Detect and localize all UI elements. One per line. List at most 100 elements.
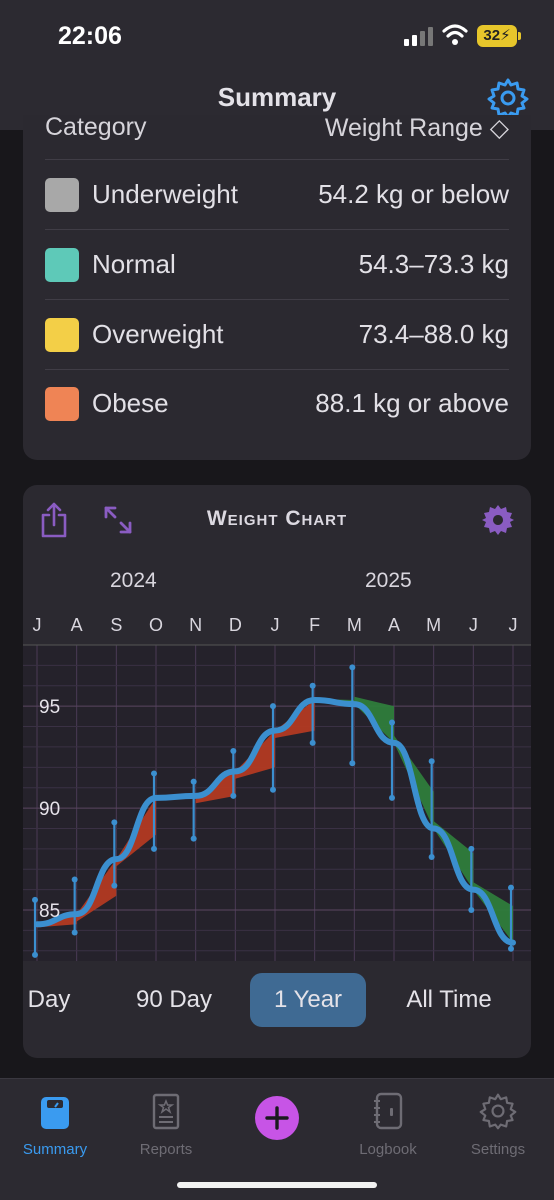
month-label: M [426,615,441,635]
tab-label: Logbook [359,1141,417,1158]
range-high-dot [389,719,395,726]
weight-range-value: 54.2 kg or below [318,179,509,209]
bmi-table-header: Category Weight Range ◇ [45,115,509,160]
range-button-day[interactable]: Day [27,986,71,1013]
range-low-dot [349,760,356,767]
range-low-dot [309,739,316,746]
expand-icon[interactable] [101,503,135,537]
bmi-row-overweight: Overweight 73.4–88.0 kg [45,300,509,370]
normal-color-swatch [45,248,79,282]
month-label: J [33,615,42,635]
range-low-dot [468,907,475,914]
range-high-dot [190,778,197,785]
weight-range-value: 88.1 kg or above [315,388,509,418]
wifi-icon [442,24,468,45]
tab-label: Summary [22,1141,88,1158]
bmi-row-underweight: Underweight 54.2 kg or below [45,160,509,230]
underweight-color-swatch [45,178,79,212]
range-low-dot [508,945,514,952]
weight-range-value: 54.3–73.3 kg [358,249,509,279]
overweight-color-swatch [45,318,79,352]
status-time: 22:06 [58,22,122,50]
scale-icon [35,1091,75,1131]
gear-icon [478,1091,518,1131]
cellular-signal-icon [404,27,433,46]
range-low-dot [71,929,78,936]
month-label: D [229,615,242,635]
range-high-dot [309,682,316,689]
tab-settings[interactable]: Settings [443,1091,553,1158]
range-low-dot [389,794,395,801]
weight-trend-chart[interactable]: 95 90 85 J A S O N D J F M A M J J [23,603,531,963]
month-label: O [149,615,163,635]
battery-level: 32 [483,27,501,44]
battery-icon: 32⚡ [477,25,521,47]
logbook-icon [368,1091,408,1131]
range-high-dot [468,845,475,852]
tab-logbook[interactable]: Logbook [333,1091,443,1158]
category-label: Underweight [92,179,238,209]
range-high-dot [508,884,514,891]
obese-color-swatch [45,387,79,421]
category-label: Obese [92,388,169,418]
range-low-dot [230,792,237,799]
tab-label: Reports [139,1141,193,1158]
add-entry-button[interactable] [255,1096,299,1140]
range-high-dot [349,664,356,671]
bmi-row-obese: Obese 88.1 kg or above [45,369,509,438]
range-high-dot [270,703,276,710]
range-high-dot [428,758,435,765]
status-bar: 22:06 32⚡ [0,0,554,70]
year-label-2025: 2025 [365,569,412,592]
month-label: N [189,615,202,635]
range-low-dot [32,951,38,958]
range-button-all-time[interactable]: All Time [406,986,492,1013]
range-high-dot [111,819,118,826]
y-axis-labels: 95 90 85 [39,697,60,922]
category-label: Overweight [92,319,224,349]
tab-reports[interactable]: Reports [111,1091,221,1158]
settings-gear-button[interactable] [486,76,530,120]
y-tick-label: 95 [39,697,60,718]
month-label: A [71,615,83,635]
bmi-row-normal: Normal 54.3–73.3 kg [45,230,509,300]
y-tick-label: 90 [39,799,60,820]
category-label: Normal [92,249,176,279]
month-label: F [309,615,320,635]
range-button-1-year[interactable]: 1 Year [250,973,366,1027]
plot-area [23,645,531,961]
month-label: J [469,615,478,635]
chart-title: Weight Chart [23,507,531,531]
bmi-category-card: Category Weight Range ◇ Underweight 54.2… [23,115,531,460]
range-button-90-day[interactable]: 90 Day [135,986,213,1013]
month-label: J [271,615,280,635]
year-label-2024: 2024 [110,569,157,592]
time-range-selector: Day 90 Day 1 Year All Time [23,973,531,1027]
weight-chart-card: Weight Chart 2024 2025 95 90 85 J A S O N D J F M A… [23,485,531,1058]
range-low-dot [151,845,157,852]
range-low-dot [111,882,118,889]
y-tick-label: 85 [39,901,60,922]
measurement-range-bars [32,664,514,958]
plus-icon [265,1106,289,1130]
share-icon[interactable] [39,501,69,539]
month-label: S [110,615,122,635]
chart-grid [23,644,531,961]
home-indicator [177,1182,377,1188]
month-label: M [347,615,362,635]
range-low-dot [428,854,435,861]
range-high-dot [32,896,38,903]
weight-range-value: 73.4–88.0 kg [358,319,509,349]
category-column-header: Category [45,115,147,141]
range-high-dot [230,748,237,755]
trend-line [34,697,516,946]
tab-bar: Summary Reports Logbook Settings [0,1078,554,1200]
month-label: A [388,615,400,635]
chart-settings-gear-icon[interactable] [481,503,515,537]
tab-label: Settings [470,1141,526,1158]
tab-summary[interactable]: Summary [0,1091,110,1158]
weight-range-sort-header[interactable]: Weight Range ◇ [324,115,509,142]
range-high-dot [151,770,157,777]
page-title: Summary [217,82,337,112]
